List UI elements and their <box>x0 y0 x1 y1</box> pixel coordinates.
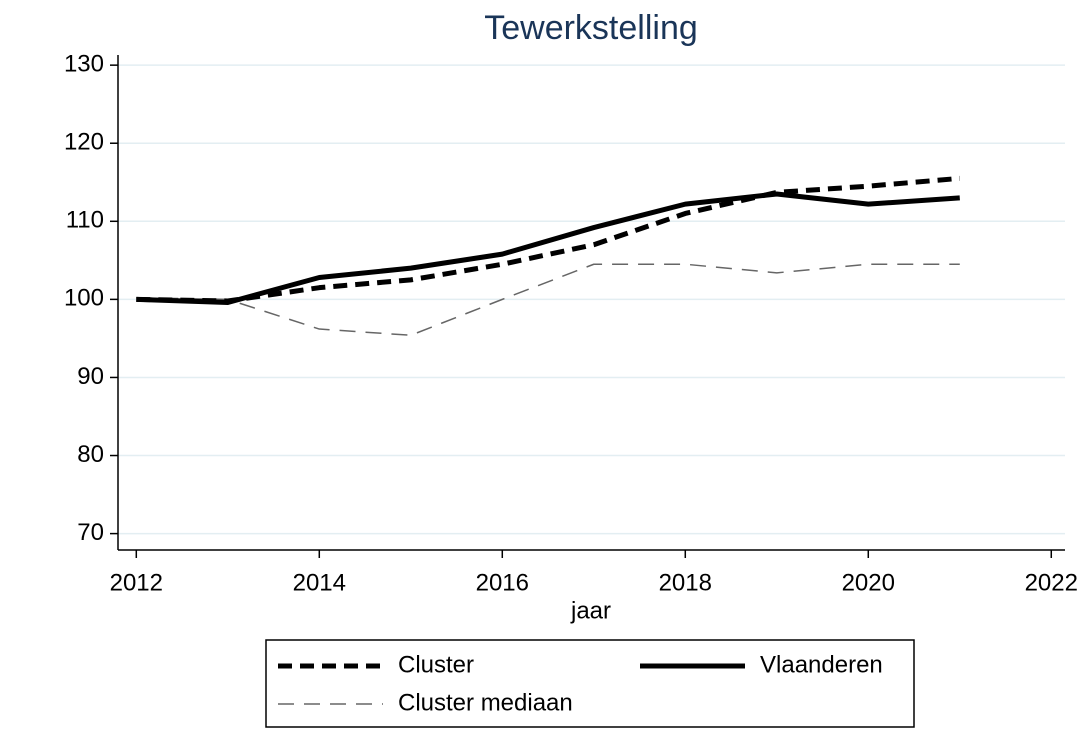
line-series <box>136 263 960 337</box>
y-tick-label: 130 <box>64 50 104 77</box>
legend-label: Cluster <box>398 651 474 678</box>
x-axis-label: jaar <box>570 597 611 624</box>
y-tick-label: 70 <box>77 519 104 546</box>
y-tick-label: 120 <box>64 129 104 156</box>
y-tick-label: 80 <box>77 441 104 468</box>
y-tick-label: 100 <box>64 285 104 312</box>
legend-label: Vlaanderen <box>760 651 883 678</box>
x-tick-label: 2018 <box>659 569 712 596</box>
y-tick-label: 110 <box>66 207 104 234</box>
legend-label: Cluster mediaan <box>398 689 573 716</box>
x-tick-label: 2020 <box>842 569 895 596</box>
x-tick-label: 2016 <box>476 569 529 596</box>
x-tick-label: 2014 <box>293 569 346 596</box>
y-tick-label: 90 <box>77 363 104 390</box>
chart-title: Tewerkstelling <box>484 9 698 47</box>
legend-box <box>265 639 915 728</box>
line-series <box>136 175 960 304</box>
x-tick-label: 2022 <box>1025 569 1078 596</box>
line-series <box>136 191 960 305</box>
x-tick-label: 2012 <box>110 569 163 596</box>
